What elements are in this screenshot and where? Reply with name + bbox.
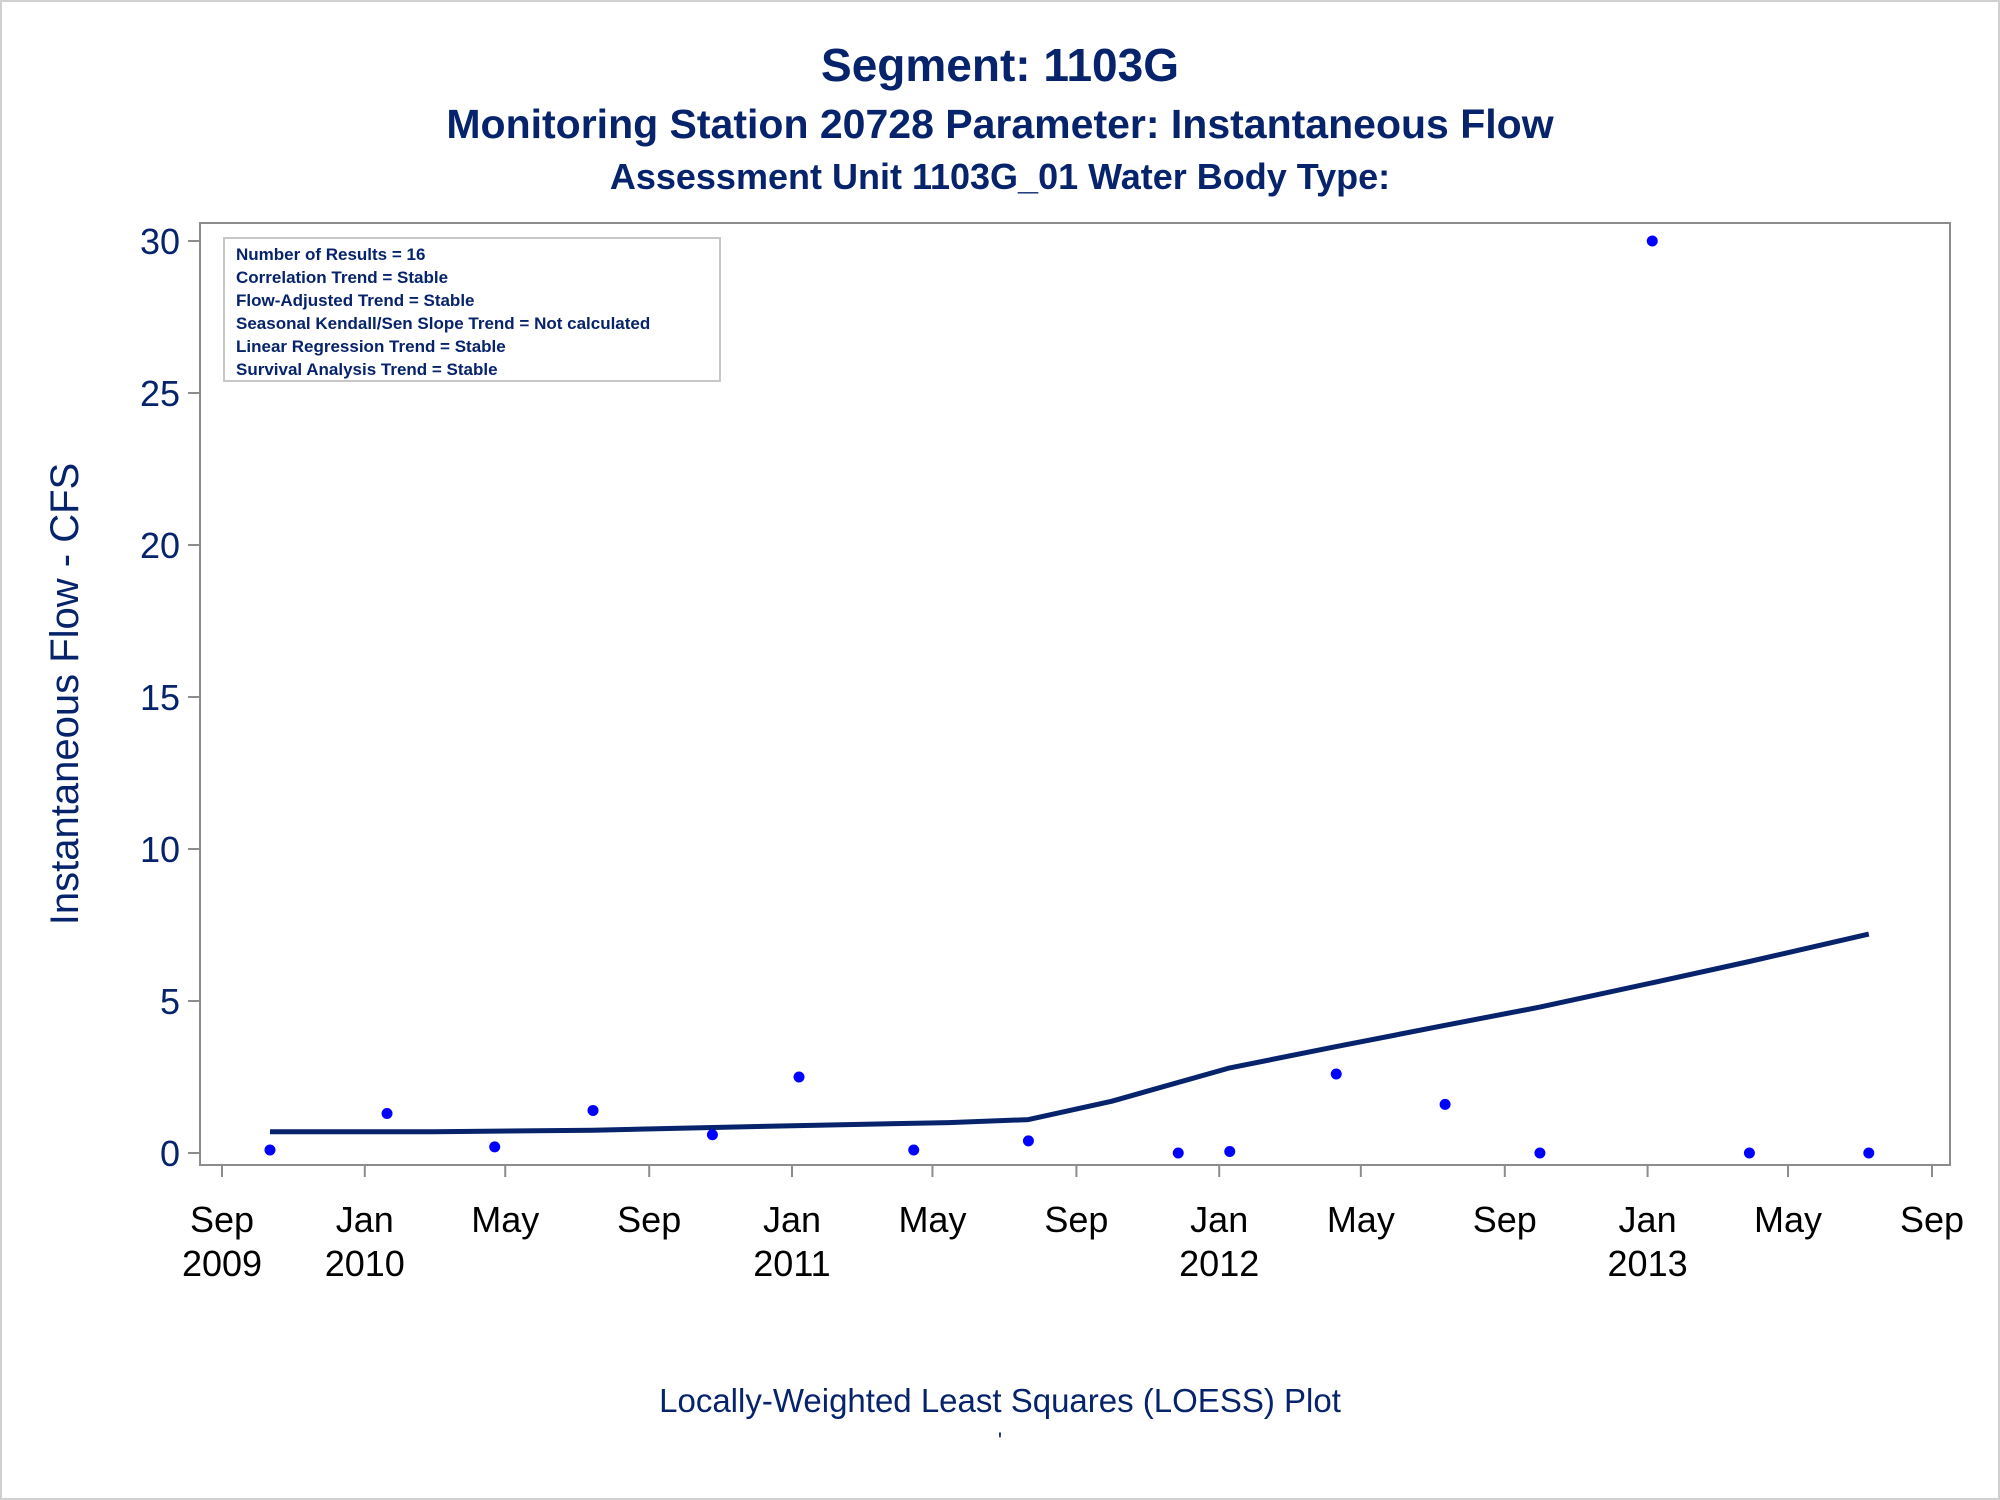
x-tick-label-month: May: [1754, 1199, 1822, 1240]
y-axis-label: Instantaneous Flow - CFS: [43, 463, 87, 925]
data-point: [793, 1071, 805, 1083]
x-tick-label-year: 2011: [753, 1243, 830, 1284]
x-tick-label-year: 2009: [182, 1243, 262, 1284]
x-tick-label-month: Sep: [1473, 1199, 1537, 1240]
chart-title: Segment: 1103G: [821, 39, 1179, 91]
x-tick-label-month: May: [471, 1199, 539, 1240]
stats-line: Correlation Trend = Stable: [236, 268, 448, 287]
stats-line: Linear Regression Trend = Stable: [236, 337, 506, 356]
chart-subtitle-station: Monitoring Station 20728 Parameter: Inst…: [446, 101, 1554, 147]
x-tick-label-month: Jan: [1619, 1199, 1677, 1240]
footnote-loess: Locally-Weighted Least Squares (LOESS) P…: [659, 1382, 1341, 1419]
plot-area: [199, 222, 1951, 1166]
x-tick-label-month: Sep: [617, 1199, 681, 1240]
data-point: [908, 1144, 920, 1156]
x-tick-label-month: Sep: [190, 1199, 254, 1240]
data-point: [1439, 1098, 1451, 1110]
stats-line: Survival Analysis Trend = Stable: [236, 360, 498, 379]
chart-subtitle-assessment: Assessment Unit 1103G_01 Water Body Type…: [609, 156, 1391, 197]
x-tick-label-year: 2012: [1179, 1243, 1259, 1284]
data-point: [1743, 1147, 1755, 1159]
data-point: [1534, 1147, 1546, 1159]
y-tick-label: 0: [160, 1133, 180, 1174]
footnote-mark: ': [997, 1428, 1003, 1453]
data-point: [1646, 235, 1658, 247]
stats-line: Flow-Adjusted Trend = Stable: [236, 291, 475, 310]
data-point: [706, 1129, 718, 1141]
stats-box: [223, 237, 721, 382]
data-point: [264, 1144, 276, 1156]
x-tick-label-month: Jan: [1190, 1199, 1248, 1240]
y-tick-label: 5: [160, 981, 180, 1022]
x-tick-label-year: 2010: [325, 1243, 405, 1284]
x-tick-label-month: Jan: [336, 1199, 394, 1240]
x-tick-label-year: 2013: [1608, 1243, 1688, 1284]
data-point: [1863, 1147, 1875, 1159]
data-point: [1224, 1145, 1236, 1157]
stats-line: Seasonal Kendall/Sen Slope Trend = Not c…: [236, 314, 650, 333]
y-tick-label: 25: [140, 373, 180, 414]
x-tick-label-month: Sep: [1900, 1199, 1964, 1240]
data-point: [489, 1141, 501, 1153]
data-point: [381, 1107, 393, 1119]
y-tick-label: 20: [140, 525, 180, 566]
data-point: [1172, 1147, 1184, 1159]
x-tick-label-month: Sep: [1044, 1199, 1108, 1240]
x-tick-label-month: May: [1327, 1199, 1395, 1240]
loess-line: [270, 931, 1870, 1135]
x-tick-label-month: Jan: [763, 1199, 821, 1240]
stats-line: Number of Results = 16: [236, 245, 425, 264]
data-point: [1022, 1135, 1034, 1147]
y-tick-label: 15: [140, 677, 180, 718]
y-tick-label: 10: [140, 829, 180, 870]
data-point: [587, 1104, 599, 1116]
y-tick-label: 30: [140, 221, 180, 262]
x-tick-label-month: May: [898, 1199, 966, 1240]
data-point: [1330, 1068, 1342, 1080]
